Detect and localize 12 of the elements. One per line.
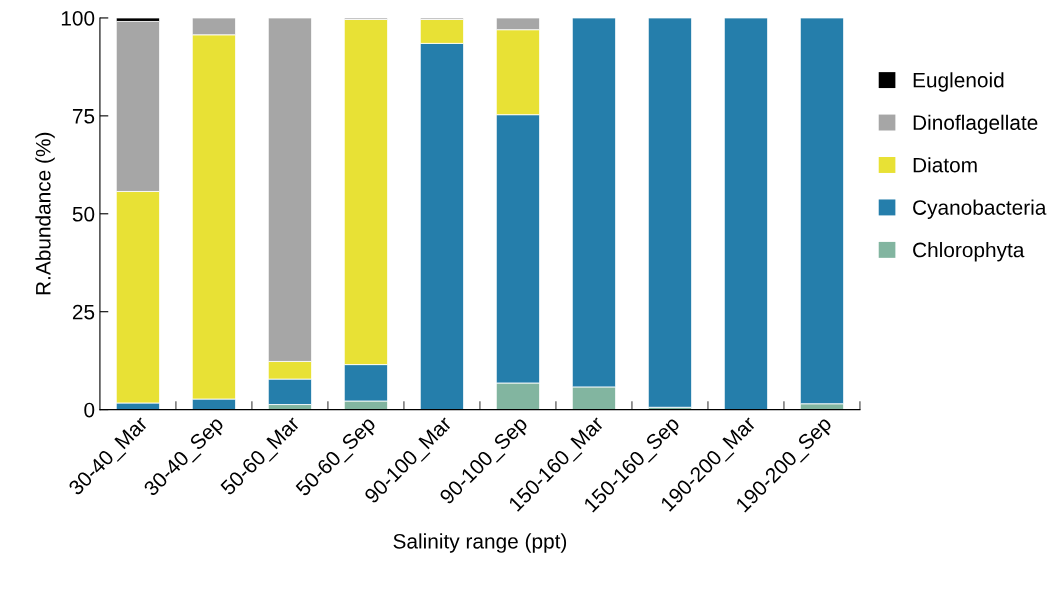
y-tick-label: 25: [72, 304, 95, 320]
y-tick-label: 0: [84, 402, 95, 418]
y-tick-label: 75: [72, 109, 95, 124]
legend-label: Dinoflagellate: [913, 114, 1038, 135]
legend-label: Cyanobacteria: [913, 199, 1047, 219]
y-tick-label: 50: [72, 206, 95, 222]
legend-label: Chlorophyta: [913, 242, 1025, 262]
legend-label: Diatom: [913, 157, 977, 173]
y-tick-label: 100: [61, 10, 95, 26]
x-axis-title: Salinity range (ppt): [393, 533, 567, 553]
legend-label: Euglenoid: [913, 72, 1004, 92]
y-axis-title: R.Abundance (%): [35, 132, 55, 295]
